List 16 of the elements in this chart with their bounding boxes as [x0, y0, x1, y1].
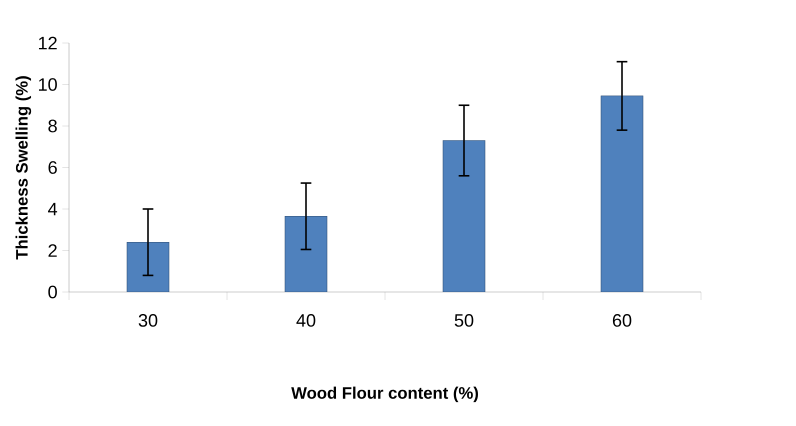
y-tick-label: 0 [48, 286, 57, 298]
bar [442, 140, 486, 292]
y-axis-title: Thickness Swelling (%) [16, 76, 32, 260]
y-tick-label: 12 [38, 36, 57, 50]
bar [284, 216, 328, 292]
x-tick-label: 50 [454, 314, 474, 327]
x-tick-label: 30 [138, 314, 158, 327]
x-tick-label: 60 [612, 314, 632, 327]
y-tick-label: 4 [48, 202, 58, 216]
y-tick-label: 10 [38, 78, 57, 91]
y-tick-label: 2 [48, 244, 57, 257]
y-tick-label: 8 [48, 120, 57, 132]
x-axis-title: Wood Flour content (%) [291, 386, 478, 402]
x-tick-label: 40 [296, 314, 316, 327]
bar [600, 96, 644, 292]
y-tick-label: 6 [48, 161, 57, 174]
